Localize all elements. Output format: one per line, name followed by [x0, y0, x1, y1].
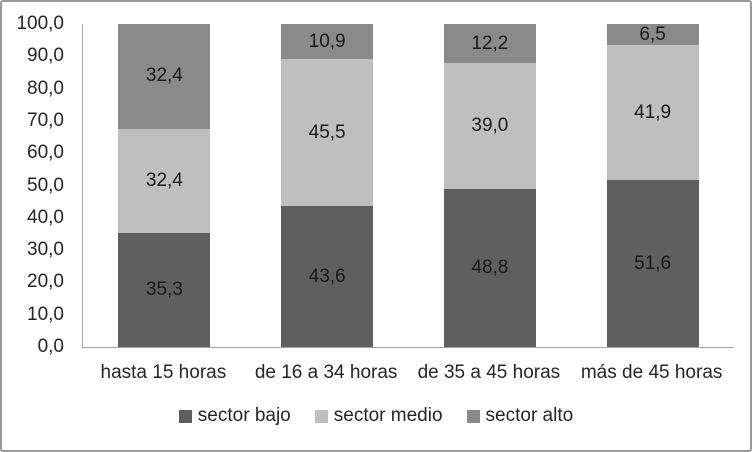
- bar-1: 32,4 32,4 35,3: [118, 24, 211, 347]
- bar-segment-sector-medio: 32,4: [118, 128, 211, 234]
- bar-2: 10,9 45,5 43,6: [281, 24, 374, 347]
- bar-segment-sector-bajo: 51,6: [606, 180, 699, 347]
- bar-3: 12,2 39,0 48,8: [443, 24, 536, 347]
- y-tick-label: 100,0: [16, 13, 64, 34]
- bar-segment-sector-alto: 12,2: [443, 24, 536, 64]
- legend-item-sector-bajo: sector bajo: [178, 405, 291, 427]
- bar-segment-sector-medio: 41,9: [606, 45, 699, 181]
- legend-item-sector-alto: sector alto: [466, 405, 574, 427]
- y-tick-label: 20,0: [27, 271, 64, 293]
- y-tick-label: 30,0: [27, 239, 64, 261]
- bar-segment-sector-alto: 6,5: [606, 24, 699, 46]
- y-tick-label: 0,0: [37, 336, 64, 357]
- bar-segment-sector-alto: 32,4: [118, 24, 211, 129]
- y-tick-label: 10,0: [27, 303, 64, 325]
- bar-segment-sector-alto: 10,9: [281, 24, 374, 60]
- legend-label: sector bajo: [197, 405, 291, 426]
- legend-marker-icon: [314, 409, 328, 423]
- y-tick-label: 90,0: [27, 45, 64, 67]
- legend-label: sector alto: [485, 405, 574, 426]
- legend-item-sector-medio: sector medio: [314, 405, 443, 427]
- legend-marker-icon: [466, 409, 480, 423]
- bar-segment-sector-bajo: 43,6: [281, 206, 374, 347]
- legend-marker-icon: [178, 409, 192, 423]
- legend: sector bajo sector medio sector alto: [2, 405, 750, 427]
- y-tick-label: 80,0: [27, 77, 64, 99]
- x-axis-labels: hasta 15 horas de 16 a 34 horas de 35 a 45…: [82, 362, 733, 384]
- x-axis-label: de 16 a 34 horas: [254, 362, 398, 383]
- bar-segment-sector-bajo: 35,3: [118, 233, 211, 347]
- x-axis-label: más de 45 horas: [580, 362, 723, 383]
- y-tick-label: 40,0: [27, 206, 64, 228]
- plot-area: 32,4 32,4 35,3 10,9 45,5 43,6 12,2 39,0 48,8 6,5 4…: [82, 24, 734, 348]
- y-tick-label: 60,0: [27, 142, 64, 164]
- bar-segment-sector-medio: 39,0: [443, 63, 536, 190]
- x-axis-label: de 35 a 45 horas: [417, 362, 561, 383]
- x-axis-label: hasta 15 horas: [100, 362, 227, 383]
- y-tick-label: 70,0: [27, 109, 64, 131]
- legend-label: sector medio: [333, 405, 443, 426]
- bar-4: 6,5 41,9 51,6: [606, 24, 699, 347]
- bar-segment-sector-bajo: 48,8: [443, 189, 536, 347]
- bar-segment-sector-medio: 45,5: [281, 59, 374, 207]
- y-tick-label: 50,0: [27, 174, 64, 196]
